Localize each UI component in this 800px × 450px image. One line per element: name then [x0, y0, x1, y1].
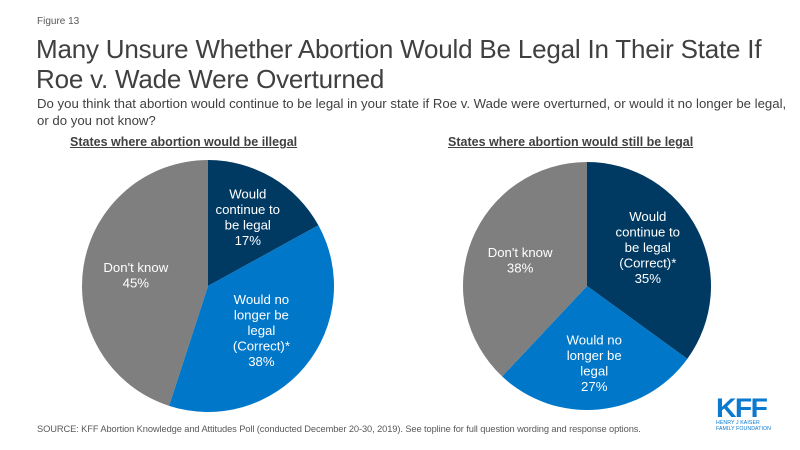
pie-slice-label-line: (Correct)* — [619, 256, 676, 271]
pie-slice-would-no-longer-be-legal — [502, 286, 688, 411]
pie-slice-label-line: 35% — [635, 271, 662, 286]
pie-title-illegal-states: States where abortion would be illegal — [70, 135, 298, 149]
pie-slice-label: Would no longer be legal 27% — [566, 332, 621, 394]
pie-slice-label-line: 45% — [123, 275, 150, 290]
pie-slice-don-t-know — [462, 162, 587, 377]
logo-wordmark: KFF — [716, 393, 768, 423]
pie-slice-label-line: Would — [629, 209, 666, 224]
pie-slice-label: Would continue to be legal 17% — [216, 187, 281, 249]
chart-title: Many Unsure Whether Abortion Would Be Le… — [36, 34, 762, 94]
pie-legal-states: Would continue to be legal (Correct)* 35%Wou… — [462, 162, 711, 411]
pie-slice-label-line: legal — [247, 323, 275, 338]
pie-slice-label-line: Would no — [234, 292, 289, 307]
pie-slice-label-line: longer be — [567, 348, 622, 363]
kff-logo: KFF HENRY J KAISER FAMILY FOUNDATION — [716, 393, 776, 433]
pie-slice-label-line: 17% — [235, 233, 262, 248]
pie-slice-label-line: Don't know — [103, 260, 168, 275]
logo-line-1: HENRY J KAISER — [716, 420, 760, 426]
pie-slice-don-t-know — [81, 160, 208, 406]
pie-slice-label: Don't know 38% — [488, 245, 553, 276]
pie-slice-label-line: Would no — [566, 332, 621, 347]
pie-slice-label-line: 38% — [507, 260, 534, 275]
pie-slice-label-line: (Correct)* — [233, 339, 290, 354]
pie-slice-label-line: Don't know — [488, 245, 553, 260]
pie-slice-would-continue-to-be-legal — [208, 160, 319, 286]
pie-slice-label-line: be legal — [225, 218, 271, 233]
pie-slice-label: Don't know 45% — [103, 260, 168, 291]
pie-title-legal-states: States where abortion would still be leg… — [448, 135, 694, 149]
pie-slice-label: Would continue to be legal (Correct)* 35% — [616, 209, 681, 286]
chart-subtitle: Do you think that abortion would continu… — [37, 96, 787, 128]
pie-slice-label-line: legal — [580, 363, 608, 378]
pie-slice-label-line: 27% — [581, 379, 608, 394]
pie-slice-label-line: longer be — [234, 308, 289, 323]
pie-slice-label-line: continue to — [616, 225, 681, 240]
pie-slice-would-continue-to-be-legal-correct — [587, 162, 711, 359]
source-note: SOURCE: KFF Abortion Knowledge and Attit… — [37, 424, 641, 434]
pie-slice-label-line: Would — [229, 187, 266, 202]
pie-slice-label: Would no longer be legal (Correct)* 38% — [233, 292, 290, 369]
figure-label: Figure 13 — [37, 16, 80, 27]
pie-slice-label-line: continue to — [216, 202, 281, 217]
logo-line-2: FAMILY FOUNDATION — [716, 426, 772, 432]
pie-illegal-states: Would continue to be legal 17% Would no longe… — [81, 160, 334, 412]
pie-slice-would-no-longer-be-legal-correct — [169, 225, 334, 412]
pie-slice-label-line: 38% — [248, 354, 275, 369]
pie-slice-label-line: be legal — [625, 240, 671, 255]
